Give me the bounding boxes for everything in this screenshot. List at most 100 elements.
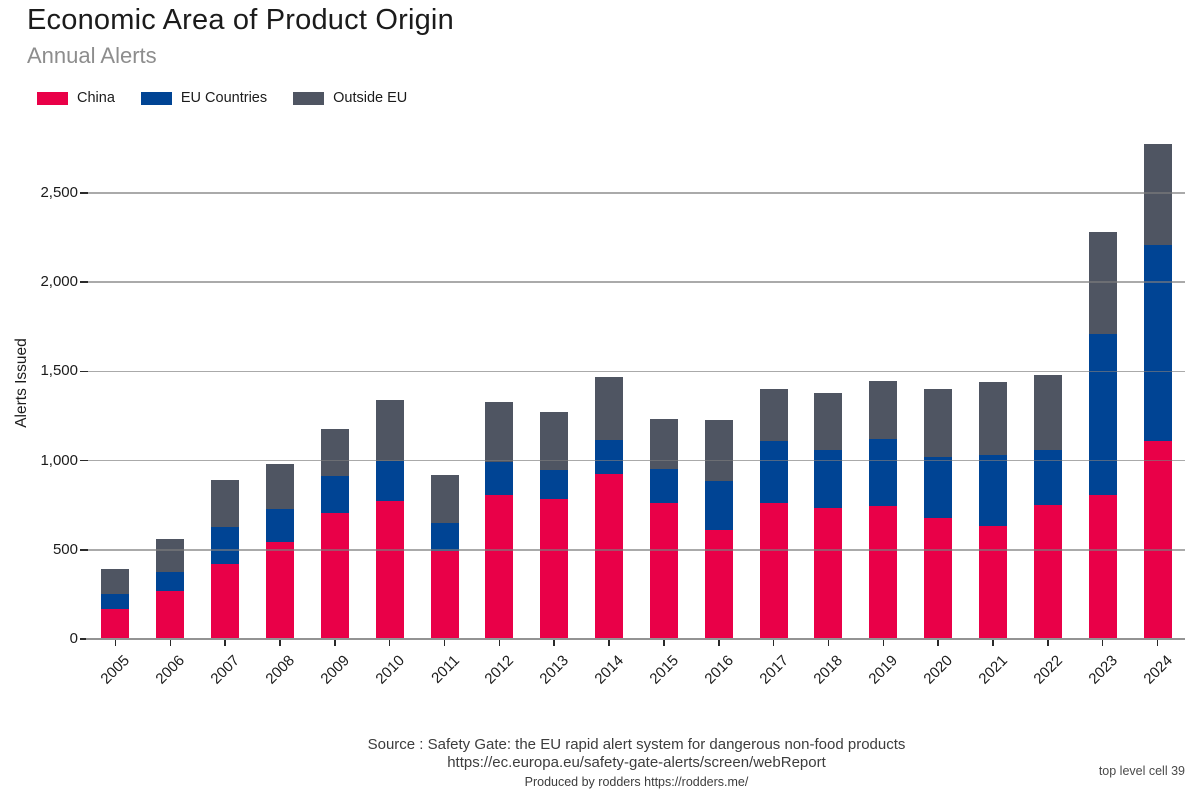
bar-2017-eu-countries bbox=[759, 440, 788, 504]
x-tick-label-2013: 2013 bbox=[536, 652, 573, 688]
bar-2005-china bbox=[101, 608, 130, 639]
top-level-cell-note: top level cell 39 bbox=[1098, 764, 1185, 778]
bar-2022-china bbox=[1033, 505, 1062, 639]
plot-chart bbox=[88, 139, 1185, 639]
x-tick-label-2015: 2015 bbox=[646, 652, 682, 688]
x-tick-mark-2017 bbox=[772, 640, 775, 646]
x-tick-mark-2014 bbox=[608, 640, 610, 646]
legend-swatch-eu-countries bbox=[140, 91, 172, 105]
bar-2022-eu-countries bbox=[1033, 449, 1062, 506]
bar-2018-china bbox=[814, 507, 843, 639]
bar-2010-eu-countries bbox=[375, 460, 404, 501]
x-axis-line bbox=[86, 638, 1185, 640]
produced-by-line: Produced by rodders https://rodders.me/ bbox=[524, 775, 749, 789]
x-tick-label-2020: 2020 bbox=[920, 652, 957, 688]
bar-2006-eu-countries bbox=[156, 572, 185, 591]
bar-2009-outside-eu bbox=[320, 429, 349, 476]
bar-2013-china bbox=[540, 498, 569, 639]
bar-2014-outside-eu bbox=[595, 376, 624, 441]
x-tick-mark-2012 bbox=[498, 640, 501, 646]
bar-2008-china bbox=[265, 541, 294, 639]
x-tick-label-2007: 2007 bbox=[207, 652, 244, 688]
y-tick-label-0: 0 bbox=[69, 630, 78, 647]
x-tick-mark-2005 bbox=[114, 640, 117, 646]
bar-2018-eu-countries bbox=[814, 449, 843, 508]
bar-2012-eu-countries bbox=[485, 462, 514, 495]
x-tick-label-2021: 2021 bbox=[975, 652, 1012, 688]
y-tick-label-2000: 2,000 bbox=[40, 273, 78, 291]
x-tick-label-2009: 2009 bbox=[317, 652, 353, 688]
x-tick-label-2008: 2008 bbox=[262, 652, 298, 688]
legend-label-outside-eu: Outside EU bbox=[333, 90, 408, 106]
y-axis-title: Alerts Issued bbox=[13, 338, 30, 428]
x-tick-mark-2013 bbox=[553, 640, 555, 646]
bar-2007-outside-eu bbox=[211, 480, 240, 527]
bar-2009-china bbox=[320, 513, 349, 639]
bar-2024-outside-eu bbox=[1143, 143, 1172, 245]
x-tick-label-2022: 2022 bbox=[1030, 652, 1066, 688]
page-title: Economic Area of Product Origin bbox=[27, 4, 454, 36]
bar-2005-eu-countries bbox=[101, 593, 130, 609]
x-tick-mark-2011 bbox=[443, 640, 446, 646]
y-tick-mark-1000 bbox=[80, 459, 88, 462]
bar-2016-china bbox=[704, 530, 733, 639]
bar-2023-china bbox=[1088, 494, 1117, 639]
x-tick-mark-2015 bbox=[663, 640, 665, 646]
gridline-2500 bbox=[88, 192, 1185, 194]
x-tick-label-2011: 2011 bbox=[427, 652, 463, 687]
legend-label-china: China bbox=[77, 90, 115, 106]
x-tick-mark-2020 bbox=[937, 640, 939, 646]
x-tick-mark-2019 bbox=[882, 640, 885, 646]
x-tick-mark-2007 bbox=[224, 640, 226, 646]
bar-2012-outside-eu bbox=[485, 401, 514, 463]
bar-2011-outside-eu bbox=[430, 474, 459, 524]
footer: Source : Safety Gate: the EU rapid alert… bbox=[88, 736, 1185, 789]
legend: China EU Countries Outside EU bbox=[37, 90, 407, 106]
x-tick-label-2023: 2023 bbox=[1085, 652, 1121, 688]
x-tick-mark-2021 bbox=[992, 640, 994, 646]
bar-2006-china bbox=[156, 590, 185, 639]
bar-2021-china bbox=[979, 525, 1008, 639]
y-tick-mark-2000 bbox=[80, 281, 88, 283]
y-tick-mark-1500 bbox=[80, 370, 88, 373]
y-tick-label-500: 500 bbox=[52, 540, 78, 558]
x-tick-mark-2023 bbox=[1101, 640, 1104, 646]
bar-2015-eu-countries bbox=[649, 468, 678, 503]
source-url-line: https://ec.europa.eu/safety-gate-alerts/… bbox=[447, 753, 826, 771]
y-tick-label-1500: 1,500 bbox=[40, 362, 78, 380]
x-tick-mark-2018 bbox=[827, 640, 830, 646]
bar-2014-eu-countries bbox=[595, 440, 624, 474]
bar-2020-eu-countries bbox=[924, 457, 953, 518]
x-tick-label-2019: 2019 bbox=[865, 652, 902, 688]
x-tick-mark-2008 bbox=[279, 640, 281, 646]
bar-2021-eu-countries bbox=[979, 455, 1008, 526]
y-tick-label-2500: 2,500 bbox=[40, 184, 78, 201]
bar-2013-outside-eu bbox=[540, 411, 569, 471]
x-tick-label-2010: 2010 bbox=[372, 652, 408, 688]
gridline-1500 bbox=[88, 370, 1185, 373]
bar-2015-china bbox=[649, 502, 678, 639]
bar-2016-outside-eu bbox=[704, 420, 733, 482]
bar-2017-outside-eu bbox=[759, 389, 788, 441]
bar-2018-outside-eu bbox=[814, 392, 843, 450]
bar-2019-eu-countries bbox=[869, 439, 898, 507]
bar-2016-eu-countries bbox=[704, 481, 733, 531]
x-tick-mark-2006 bbox=[169, 640, 172, 646]
y-tick-label-1000: 1,000 bbox=[40, 451, 78, 469]
source-line: Source : Safety Gate: the EU rapid alert… bbox=[367, 736, 906, 753]
bar-2020-china bbox=[924, 517, 953, 639]
x-tick-mark-2022 bbox=[1047, 640, 1049, 646]
bar-2011-china bbox=[430, 550, 459, 639]
page-subtitle: Annual Alerts bbox=[27, 43, 157, 68]
legend-item-china: China bbox=[37, 90, 115, 106]
x-tick-label-2006: 2006 bbox=[152, 652, 189, 688]
bar-2010-china bbox=[375, 500, 404, 639]
legend-swatch-china bbox=[37, 91, 68, 105]
bar-2017-china bbox=[759, 503, 788, 639]
legend-swatch-outside-eu bbox=[293, 91, 325, 105]
bar-2024-eu-countries bbox=[1143, 244, 1172, 441]
bar-2008-outside-eu bbox=[265, 464, 294, 509]
x-tick-mark-2024 bbox=[1156, 640, 1159, 646]
bar-2008-eu-countries bbox=[265, 508, 294, 542]
bar-2014-china bbox=[595, 473, 624, 639]
